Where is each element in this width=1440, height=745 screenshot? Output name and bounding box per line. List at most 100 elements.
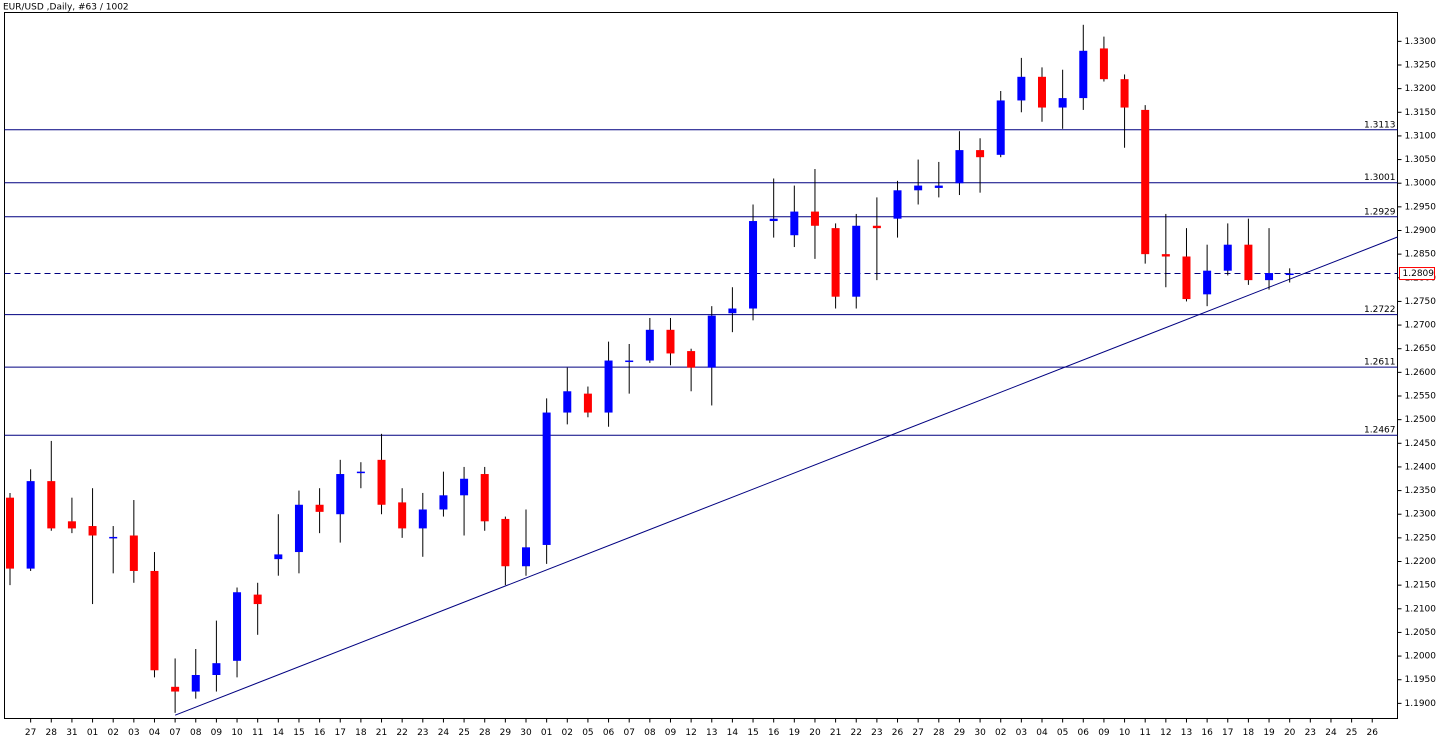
- level-label: 1.3001: [1364, 173, 1396, 183]
- y-tick-label: 1.2100: [1405, 604, 1437, 614]
- x-tick-label: 22: [396, 728, 407, 738]
- y-tick-label: 1.3100: [1405, 131, 1437, 141]
- x-tick-label: 18: [355, 728, 367, 738]
- x-tick-label: 24: [438, 728, 450, 738]
- x-tick-label: 16: [1201, 728, 1213, 738]
- x-tick-label: 02: [107, 728, 118, 738]
- candle-body: [666, 329, 675, 354]
- y-tick-label: 1.2750: [1405, 297, 1437, 307]
- candle-body: [728, 308, 737, 314]
- candle-body: [67, 521, 76, 529]
- level-label: 1.3113: [1364, 120, 1396, 130]
- y-tick-label: 1.3150: [1405, 108, 1437, 118]
- current-price-box: [1399, 267, 1435, 281]
- candle-body: [398, 502, 407, 529]
- candle-body: [274, 554, 283, 560]
- candle-body: [439, 495, 448, 510]
- x-tick-label: 28: [46, 728, 58, 738]
- x-tick-label: 14: [273, 728, 285, 738]
- y-tick-label: 1.2550: [1405, 392, 1437, 402]
- candle-body: [542, 412, 551, 545]
- candle-body: [356, 471, 365, 474]
- candle-body: [253, 594, 262, 605]
- x-tick-label: 21: [830, 728, 841, 738]
- y-tick-label: 1.2250: [1405, 533, 1437, 543]
- x-tick-label: 10: [231, 728, 243, 738]
- candle-body: [26, 481, 35, 569]
- candle-body: [625, 360, 634, 363]
- x-tick-label: 23: [871, 728, 882, 738]
- candle-body: [1223, 244, 1232, 271]
- candle-body: [707, 315, 716, 368]
- x-tick-label: 27: [25, 728, 36, 738]
- candle-body: [1079, 50, 1088, 99]
- level-label: 1.2611: [1364, 358, 1396, 368]
- x-tick-label: 23: [1305, 728, 1316, 738]
- x-tick-label: 05: [1057, 728, 1068, 738]
- x-tick-label: 07: [169, 728, 180, 738]
- x-tick-label: 26: [1367, 728, 1379, 738]
- x-tick-label: 11: [252, 728, 263, 738]
- x-tick-label: 12: [1160, 728, 1171, 738]
- y-tick-label: 1.3250: [1405, 60, 1437, 70]
- x-tick-label: 08: [190, 728, 202, 738]
- y-tick-label: 1.2050: [1405, 628, 1437, 638]
- x-tick-label: 06: [603, 728, 615, 738]
- trendline: [174, 236, 1398, 716]
- candle-body: [336, 474, 345, 515]
- candle-body: [191, 674, 200, 692]
- y-tick-label: 1.3000: [1405, 179, 1437, 189]
- x-tick-label: 20: [809, 728, 821, 738]
- x-tick-label: 13: [1181, 728, 1192, 738]
- candle-body: [914, 185, 923, 191]
- candle-body: [749, 221, 758, 309]
- candle-body: [129, 535, 138, 571]
- candle-body: [810, 211, 819, 226]
- candle-body: [645, 329, 654, 361]
- current-price-label: 1.2809: [1403, 269, 1435, 279]
- candle-body: [976, 150, 985, 158]
- x-tick-label: 29: [500, 728, 512, 738]
- x-tick-label: 03: [1016, 728, 1027, 738]
- candle-body: [1141, 109, 1150, 255]
- candle-body: [233, 592, 242, 661]
- x-tick-label: 30: [974, 728, 986, 738]
- y-tick-label: 1.2150: [1405, 581, 1437, 591]
- x-tick-label: 15: [747, 728, 758, 738]
- y-tick-label: 1.2650: [1405, 344, 1437, 354]
- x-tick-label: 04: [1036, 728, 1048, 738]
- candle-body: [872, 225, 881, 229]
- x-tick-label: 19: [1263, 728, 1275, 738]
- x-tick-label: 02: [995, 728, 1006, 738]
- x-tick-label: 25: [458, 728, 469, 738]
- candle-body: [604, 360, 613, 413]
- x-tick-label: 08: [644, 728, 656, 738]
- candle-body: [996, 100, 1005, 155]
- candle-body: [1285, 273, 1294, 276]
- y-tick-label: 1.2300: [1405, 510, 1437, 520]
- chart-title: EUR/USD ,Daily, #63 / 1002: [3, 3, 129, 13]
- y-tick-label: 1.2350: [1405, 486, 1437, 496]
- y-tick-label: 1.1900: [1405, 699, 1437, 709]
- candle-body: [418, 509, 427, 529]
- y-tick-label: 1.3200: [1405, 84, 1437, 94]
- candle-body: [480, 474, 489, 522]
- y-tick-label: 1.2600: [1405, 368, 1437, 378]
- x-tick-label: 11: [1139, 728, 1150, 738]
- candle-body: [294, 504, 303, 553]
- x-tick-label: 13: [706, 728, 717, 738]
- x-tick-label: 20: [1284, 728, 1296, 738]
- x-tick-label: 12: [685, 728, 696, 738]
- x-tick-label: 15: [293, 728, 304, 738]
- candle-body: [6, 497, 14, 569]
- candle-body: [315, 504, 324, 512]
- candle-body: [212, 663, 221, 675]
- x-tick-label: 04: [149, 728, 161, 738]
- candle-body: [1182, 256, 1191, 300]
- candle-body: [171, 686, 180, 692]
- candle-body: [831, 228, 840, 297]
- candle-body: [1161, 254, 1170, 257]
- x-tick-label: 27: [912, 728, 923, 738]
- x-tick-label: 23: [417, 728, 428, 738]
